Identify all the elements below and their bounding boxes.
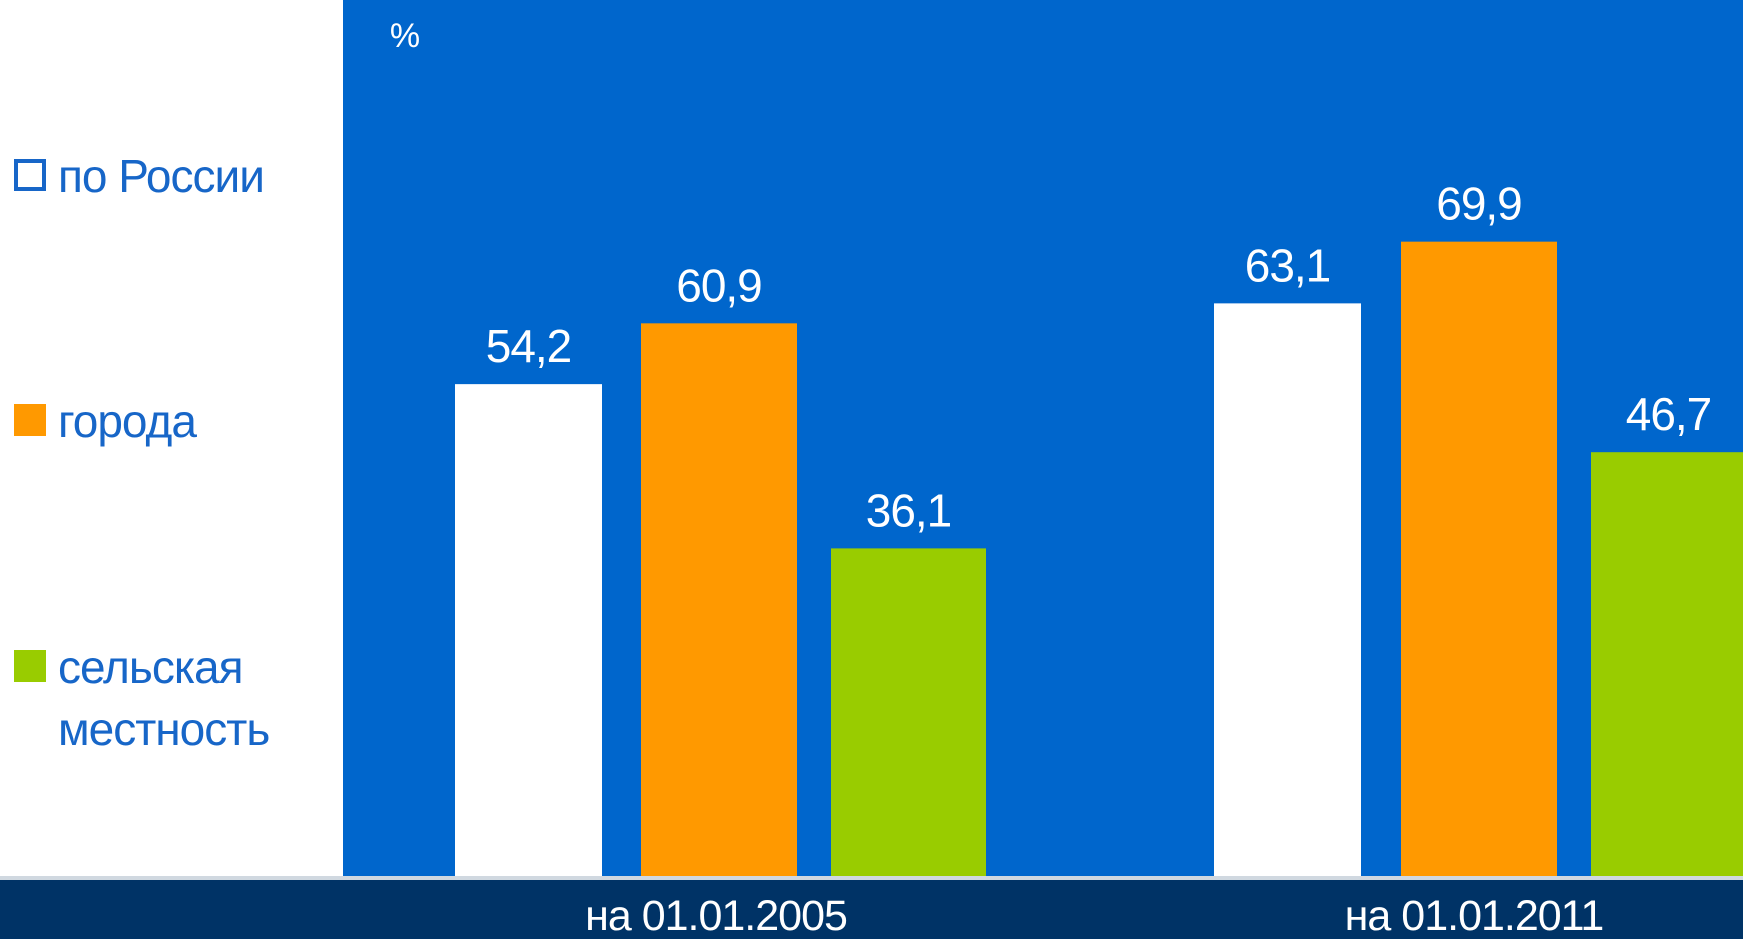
unit-label: % — [390, 17, 420, 55]
chart-legend: по России города сельская местность — [0, 0, 343, 876]
legend-label-rural: сельская местность — [58, 641, 270, 755]
bars-layer: 54,2 60,9 36,1 63,1 69,9 46,7 — [455, 178, 1743, 877]
value-label-russia-2005: 54,2 — [486, 320, 572, 372]
bar-rural-2005 — [831, 548, 986, 876]
legend-swatch-cities — [14, 404, 46, 436]
chart-area: % 54,2 60,9 36,1 63,1 69,9 46,7 — [343, 0, 1743, 877]
legend-swatch-rural — [14, 650, 46, 682]
bar-cities-2011 — [1401, 241, 1557, 877]
bar-cities-2005 — [641, 323, 797, 876]
bar-russia-2005 — [455, 384, 602, 876]
value-label-russia-2011: 63,1 — [1245, 239, 1331, 291]
value-label-cities-2005: 60,9 — [676, 259, 762, 311]
value-label-rural-2011: 46,7 — [1626, 388, 1712, 440]
legend-item-cities: города — [14, 390, 197, 452]
axis-divider — [0, 876, 1743, 880]
category-label-2011: на 01.01.2011 — [1344, 892, 1605, 939]
legend-label-cities: города — [58, 395, 197, 447]
bar-rural-2011 — [1591, 452, 1743, 876]
bar-russia-2011 — [1214, 303, 1361, 876]
legend-item-russia: по России — [14, 145, 265, 207]
category-axis: на 01.01.2005 на 01.01.2011 — [0, 876, 1743, 939]
legend-swatch-russia — [14, 159, 46, 191]
category-label-2005: на 01.01.2005 — [585, 892, 848, 939]
value-label-rural-2005: 36,1 — [866, 484, 952, 536]
legend-item-rural: сельская местность — [14, 636, 270, 760]
bar-chart: % 54,2 60,9 36,1 63,1 69,9 46,7 — [343, 0, 1743, 877]
value-label-cities-2011: 69,9 — [1436, 178, 1522, 230]
legend-label-russia: по России — [58, 150, 265, 202]
